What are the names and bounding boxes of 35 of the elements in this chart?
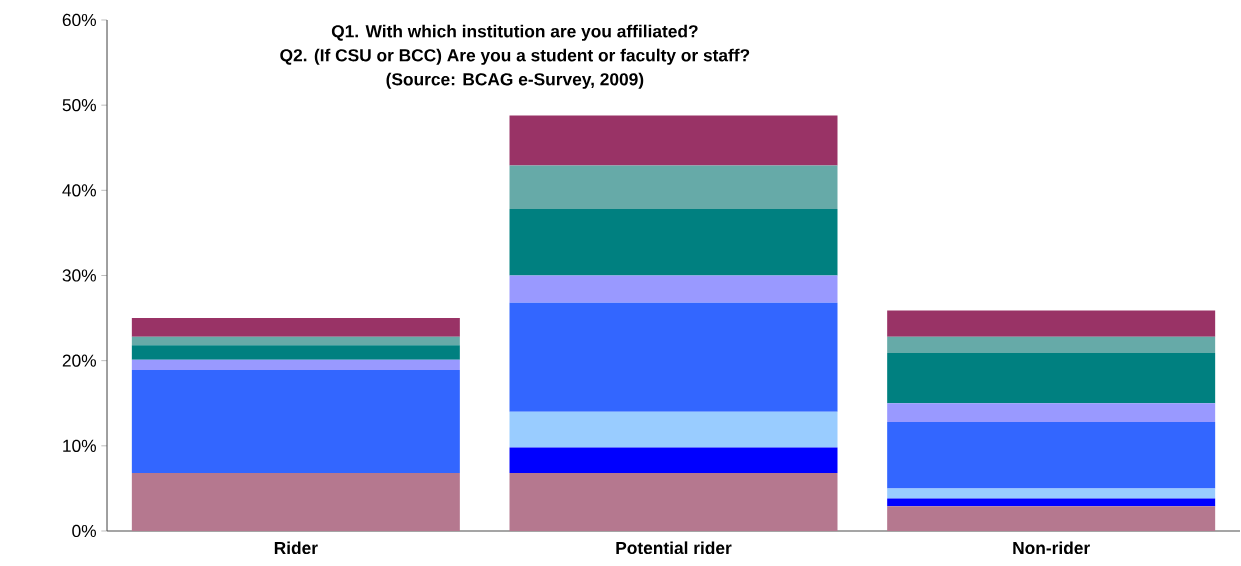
bar [887,310,1216,337]
bar [887,488,1216,499]
annotation: (Source: BCAG e-Survey, 2009) [386,72,644,89]
bar [887,498,1216,507]
y-tick-label: 30% [62,269,96,282]
bar [887,421,1216,489]
bar [509,411,838,448]
bar [509,165,838,210]
y-tick-label: 10% [63,439,96,452]
bar [887,352,1216,404]
y-tick-label: 20% [62,354,96,367]
text: Q2. (If CSU or BCC) Are you a student or faculty or staff? [280,48,750,65]
bar [887,336,1216,353]
bar [131,318,460,337]
bar [509,275,838,303]
chart-title: Q1. With which institution are you affiliated? [331,24,698,41]
bar [131,359,460,371]
x-tick-label: Non-rider [1013,541,1090,555]
bar [509,115,838,166]
x-tick-label: Potential rider [616,541,732,555]
bar [887,506,1216,531]
y-tick-label: 50% [62,99,96,112]
bar [509,209,838,276]
bar [131,370,460,474]
bar [131,345,460,360]
x-tick-label: Rider [274,541,318,555]
bar [509,473,838,531]
bar [887,403,1216,422]
bar [509,302,838,412]
y-tick-label: 60% [62,13,96,27]
y-tick-label: 0% [72,524,96,538]
bar [509,447,838,474]
bar [131,473,460,531]
bar [131,336,460,346]
y-tick-label: 40% [62,184,96,197]
